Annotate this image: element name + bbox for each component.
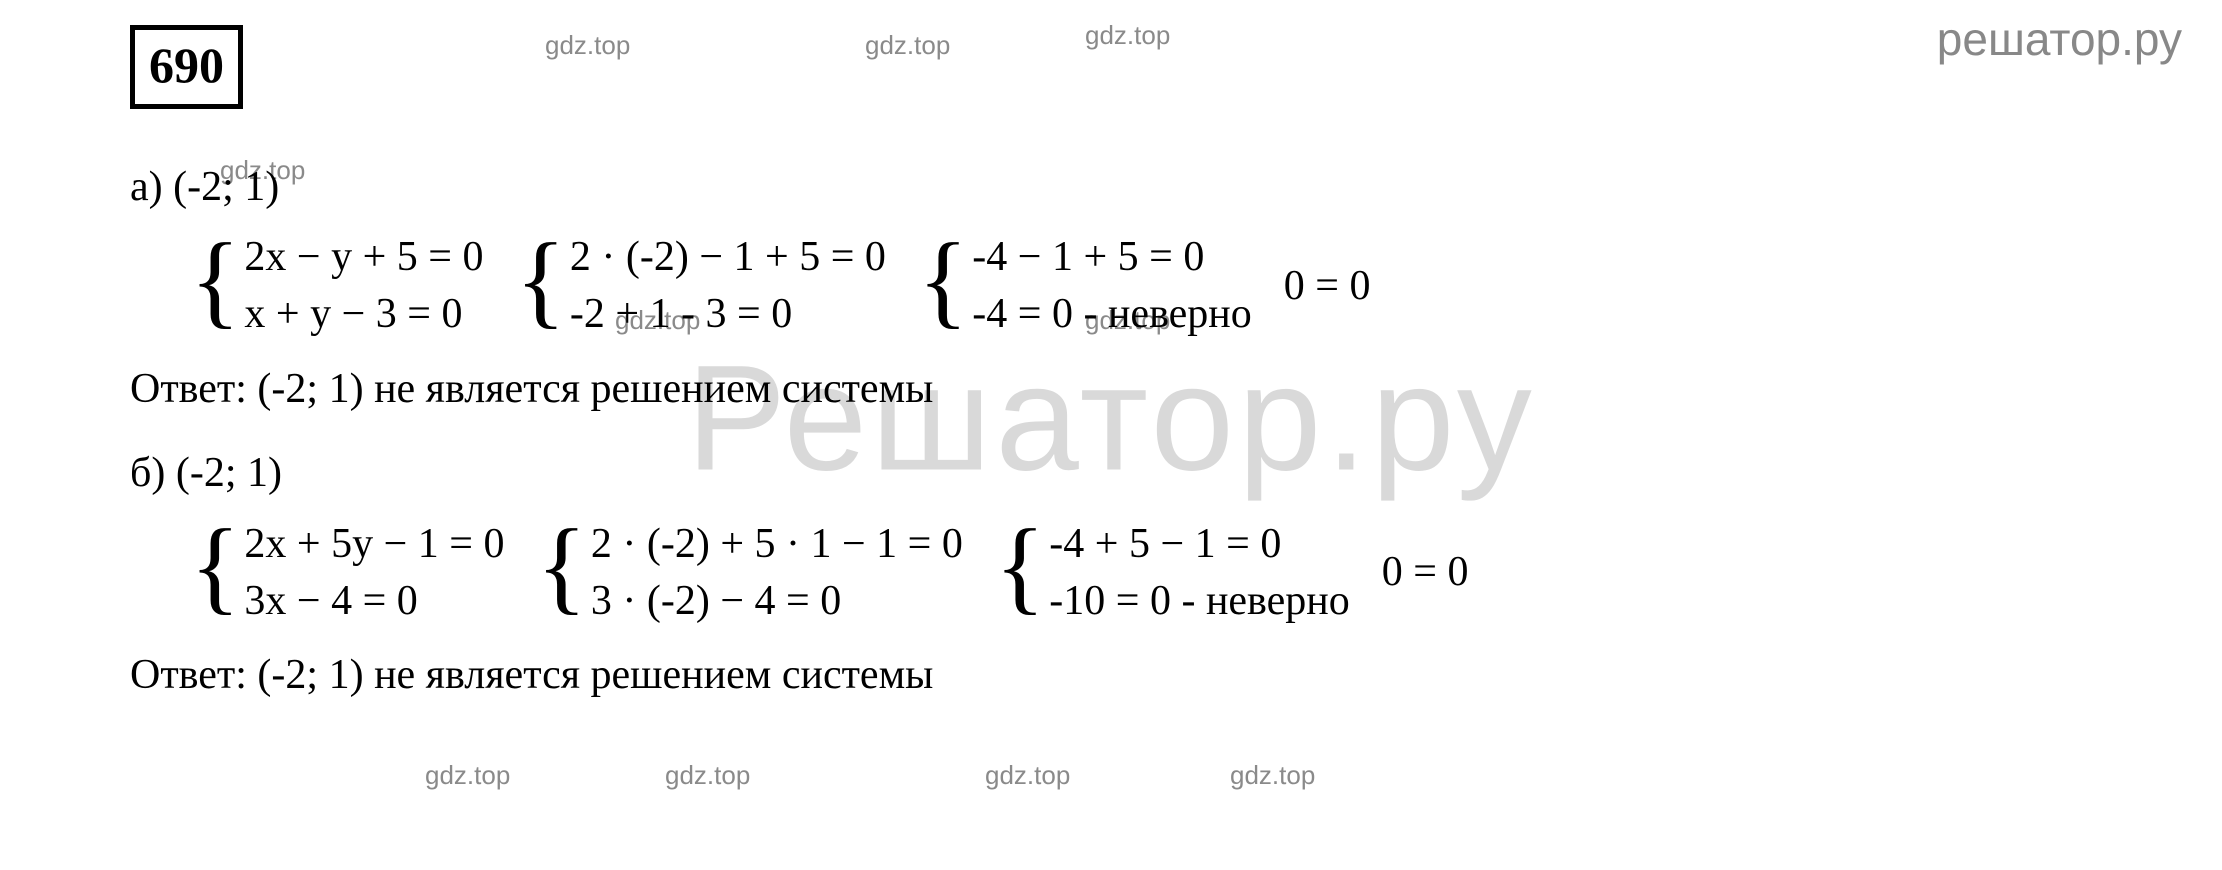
- watermark-small: gdz.top: [665, 760, 750, 791]
- trail-result: 0 = 0: [1382, 544, 1469, 601]
- brace-icon: {: [536, 519, 586, 614]
- equation: -4 = 0 - неверно: [972, 286, 1251, 343]
- brace-icon: {: [918, 233, 968, 328]
- equation: x + y − 3 = 0: [244, 286, 483, 343]
- system: { 2x − y + 5 = 0 x + y − 3 = 0: [190, 229, 483, 342]
- equation: 3 · (-2) − 4 = 0: [591, 573, 963, 630]
- system: { 2 · (-2) + 5 · 1 − 1 = 0 3 · (-2) − 4 …: [536, 516, 962, 629]
- equation: 2 · (-2) − 1 + 5 = 0: [570, 229, 886, 286]
- system: { -4 − 1 + 5 = 0 -4 = 0 - неверно: [918, 229, 1252, 342]
- watermark-small: gdz.top: [985, 760, 1070, 791]
- watermark-small: gdz.top: [425, 760, 510, 791]
- site-label: решатор.ру: [1937, 12, 2182, 66]
- watermark-small: gdz.top: [1230, 760, 1315, 791]
- equation: 2x − y + 5 = 0: [244, 229, 483, 286]
- equation: -10 = 0 - неверно: [1049, 573, 1349, 630]
- system: { 2 · (-2) − 1 + 5 = 0 -2 + 1 - 3 = 0: [515, 229, 885, 342]
- part-b-label: б) (-2; 1): [130, 445, 1468, 502]
- problem-number-box: 690: [130, 25, 243, 109]
- part-a-label: а) (-2; 1): [130, 159, 1468, 216]
- trail-result: 0 = 0: [1284, 258, 1371, 315]
- part-a-equations: { 2x − y + 5 = 0 x + y − 3 = 0 { 2 · (-2…: [190, 229, 1468, 342]
- system: { -4 + 5 − 1 = 0 -10 = 0 - неверно: [995, 516, 1350, 629]
- equation: 2x + 5y − 1 = 0: [244, 516, 504, 573]
- equation: -4 + 5 − 1 = 0: [1049, 516, 1349, 573]
- equation: 2 · (-2) + 5 · 1 − 1 = 0: [591, 516, 963, 573]
- part-b-equations: { 2x + 5y − 1 = 0 3x − 4 = 0 { 2 · (-2) …: [190, 516, 1468, 629]
- brace-icon: {: [995, 519, 1045, 614]
- equation: 3x − 4 = 0: [244, 573, 504, 630]
- equation: -4 − 1 + 5 = 0: [972, 229, 1251, 286]
- system: { 2x + 5y − 1 = 0 3x − 4 = 0: [190, 516, 504, 629]
- content: 690 а) (-2; 1) { 2x − y + 5 = 0 x + y − …: [130, 25, 1468, 732]
- equation: -2 + 1 - 3 = 0: [570, 286, 886, 343]
- part-a-answer: Ответ: (-2; 1) не является решением сист…: [130, 361, 1468, 418]
- brace-icon: {: [515, 233, 565, 328]
- brace-icon: {: [190, 233, 240, 328]
- brace-icon: {: [190, 519, 240, 614]
- part-b-answer: Ответ: (-2; 1) не является решением сист…: [130, 647, 1468, 704]
